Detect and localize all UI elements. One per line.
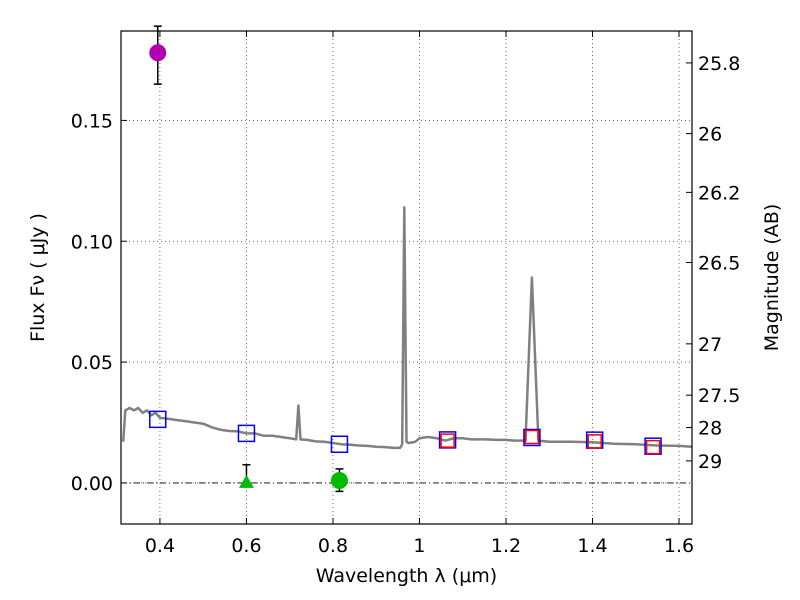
x-axis-title: Wavelength λ (μm) xyxy=(316,565,497,587)
right-tick-label: 29 xyxy=(698,451,722,473)
right-tick-label: 27 xyxy=(698,334,722,356)
x-tick-label: 0.4 xyxy=(145,535,175,557)
observed-photometry-box xyxy=(587,434,602,449)
right-tick-label: 27.5 xyxy=(698,385,740,407)
y-axis-title: Flux Fν ( μJy ) xyxy=(27,213,49,342)
plot-series xyxy=(121,25,693,493)
observed-photometry-box xyxy=(524,429,540,445)
right-tick-label: 26 xyxy=(698,124,722,146)
right-tick-label: 25.8 xyxy=(698,53,740,75)
grid-lines xyxy=(121,31,692,524)
right-tick-label: 28 xyxy=(698,418,722,440)
upper-limit-triangle xyxy=(238,474,254,488)
sed-model-line xyxy=(121,206,693,450)
observed-photometry-box xyxy=(645,439,661,455)
x-tick-label: 1.4 xyxy=(577,535,607,557)
y-tick-label: 0.10 xyxy=(71,231,113,253)
model-photometry-box xyxy=(237,424,256,443)
y-tick-label: 0.05 xyxy=(71,352,113,374)
model-photometry-box xyxy=(523,428,541,447)
y-axis-ticks: 0.00 0.05 0.10 0.15 xyxy=(71,110,127,495)
model-photometry-box xyxy=(149,410,167,429)
x-tick-label: 1.2 xyxy=(491,535,521,557)
x-axis-ticks: 0.4 0.6 0.8 1 1.2 1.4 1.6 xyxy=(145,31,694,557)
observed-photometry-box xyxy=(440,433,455,448)
x-tick-label: 0.8 xyxy=(318,535,348,557)
plot-frame xyxy=(120,30,693,525)
x-tick-label: 1.6 xyxy=(664,535,694,557)
right-tick-label: 26.2 xyxy=(698,182,740,204)
right-axis-ticks: 25.8 26 26.2 26.5 27 27.5 28 29 xyxy=(686,53,740,473)
model-photometry-box xyxy=(438,431,457,449)
model-photometry-box xyxy=(330,435,349,453)
x-tick-label: 1 xyxy=(413,535,425,557)
y-tick-label: 0.00 xyxy=(71,473,113,495)
right-axis-title: Magnitude (AB) xyxy=(761,204,783,352)
magenta-data-point xyxy=(149,44,167,62)
y-tick-label: 0.15 xyxy=(71,110,113,132)
green-data-point xyxy=(330,472,348,489)
x-tick-label: 0.6 xyxy=(231,535,261,557)
right-tick-label: 26.5 xyxy=(698,253,740,275)
